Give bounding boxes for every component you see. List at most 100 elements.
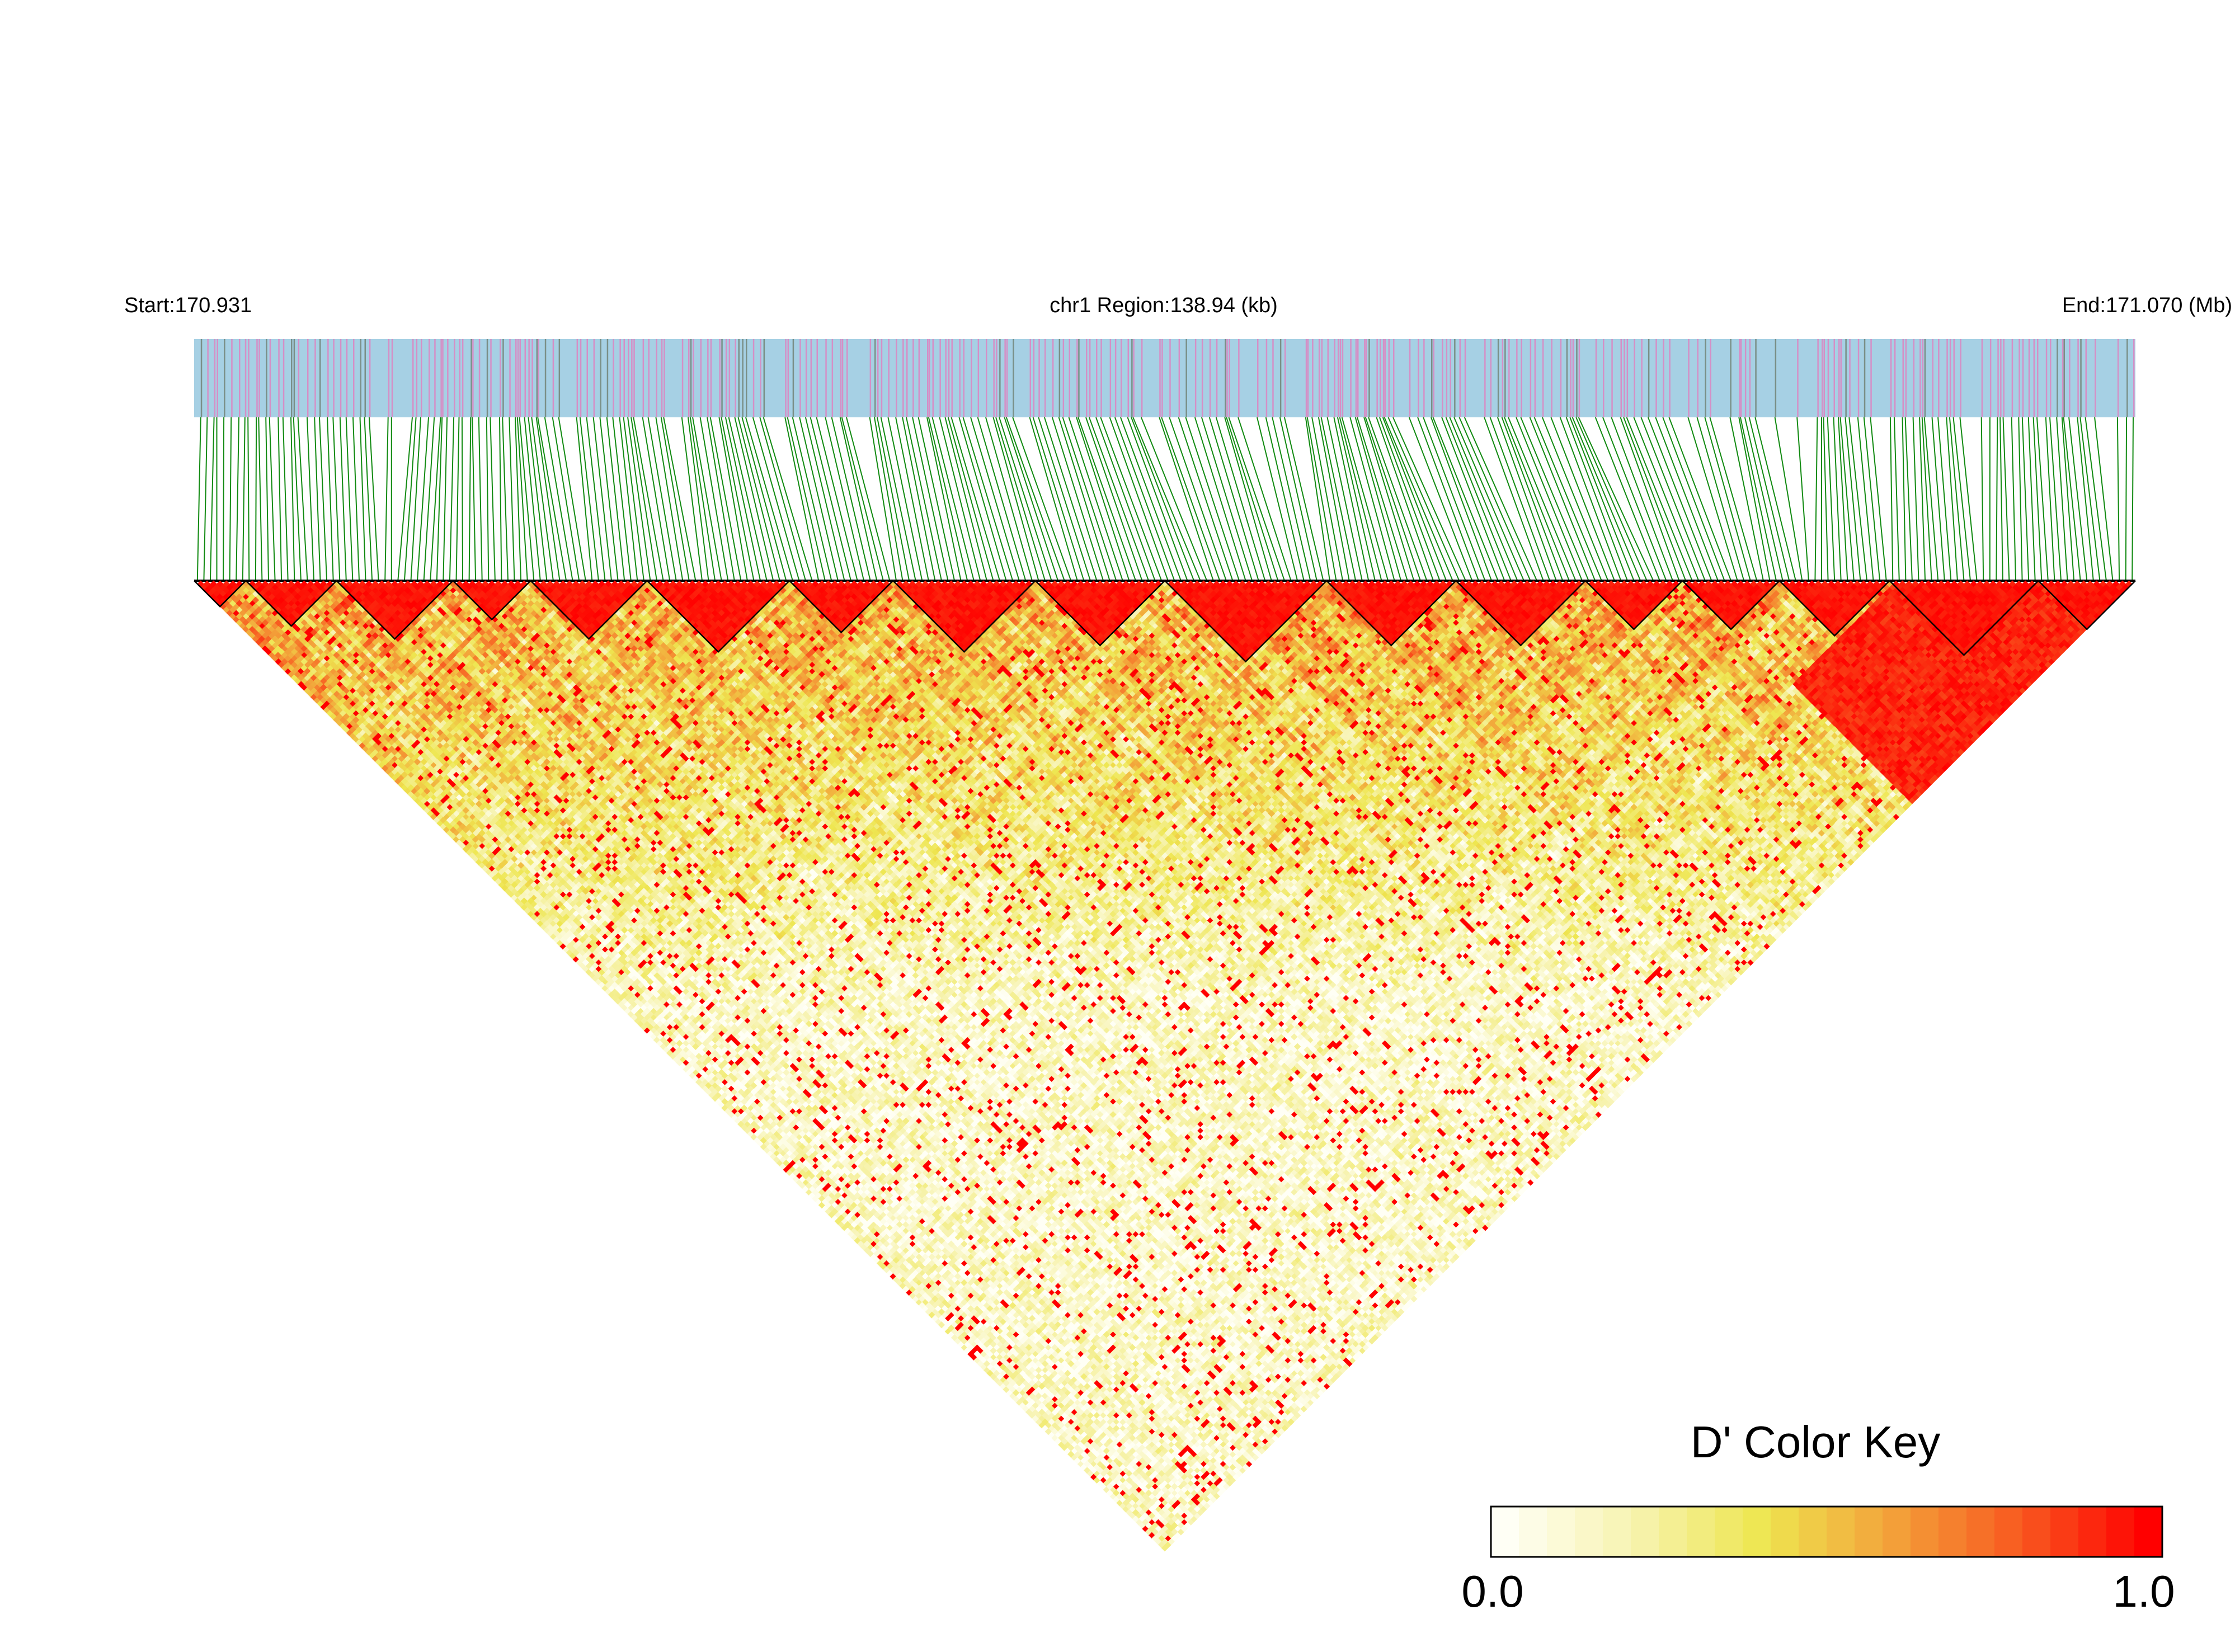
- snp-connector: [461, 417, 463, 581]
- snp-connector: [1349, 417, 1395, 581]
- snp-tick: [1697, 339, 1698, 417]
- snp-tick: [928, 339, 930, 417]
- snp-tick: [825, 339, 827, 417]
- snp-connector: [196, 417, 201, 581]
- snp-tick: [1504, 339, 1506, 417]
- snp-connector: [1520, 417, 1589, 581]
- snp-connector: [2027, 417, 2036, 581]
- snp-connector: [1095, 417, 1156, 581]
- snp-tick: [1033, 339, 1035, 417]
- snp-tick: [291, 339, 293, 417]
- snp-connector: [906, 417, 942, 581]
- snp-tick: [1997, 339, 1999, 417]
- snp-connector: [606, 417, 625, 581]
- snp-connector: [1432, 417, 1499, 581]
- snp-connector: [699, 417, 729, 581]
- snp-connector: [2045, 417, 2055, 581]
- snp-connector: [1226, 417, 1279, 581]
- snp-connector: [1004, 417, 1059, 581]
- snp-connector: [681, 417, 703, 581]
- snp-tick: [1655, 339, 1657, 417]
- snp-tick: [1744, 339, 1747, 417]
- snp-connector: [265, 417, 269, 581]
- snp-connector: [1238, 417, 1292, 581]
- snp-tick: [1578, 339, 1580, 417]
- snp-tick: [799, 339, 801, 417]
- snp-tick: [1318, 339, 1320, 417]
- snp-tick: [2077, 339, 2079, 417]
- snp-tick: [1121, 339, 1122, 417]
- snp-connector: [1739, 417, 1777, 581]
- snp-tick: [792, 339, 794, 417]
- snp-connector: [1441, 417, 1505, 581]
- snp-tick: [2063, 339, 2065, 417]
- snp-connector: [2061, 417, 2075, 581]
- color-key-cell: [1883, 1507, 1911, 1557]
- snp-tick: [2126, 339, 2128, 417]
- snp-tick: [874, 339, 876, 417]
- snp-connector: [633, 417, 664, 581]
- snp-tick: [841, 339, 844, 417]
- snp-tick: [1817, 339, 1819, 417]
- snp-tick: [1845, 339, 1847, 417]
- snp-connector: [1633, 417, 1700, 581]
- color-key-cell: [2134, 1507, 2163, 1557]
- snp-connector: [1341, 417, 1389, 581]
- snp-connector: [1272, 417, 1311, 581]
- snp-connector: [1453, 417, 1524, 581]
- snp-connector: [1575, 417, 1648, 581]
- snp-tick: [576, 339, 578, 417]
- snp-connector: [745, 417, 793, 581]
- snp-tick: [509, 339, 511, 417]
- snp-tick: [2037, 339, 2039, 417]
- snp-connector: [1623, 417, 1687, 581]
- snp-connector: [277, 417, 283, 581]
- snp-tick: [293, 339, 295, 417]
- snp-connector: [1489, 417, 1551, 581]
- snp-tick: [628, 339, 629, 417]
- snp-tick: [593, 339, 595, 417]
- snp-connector: [995, 417, 1046, 581]
- snp-connector: [599, 417, 619, 581]
- snp-connector: [297, 417, 308, 581]
- snp-tick: [648, 339, 650, 417]
- snp-connector: [1257, 417, 1298, 581]
- snp-connector: [1178, 417, 1234, 581]
- snp-connector: [1857, 417, 1874, 581]
- snp-tick: [1620, 339, 1622, 417]
- snp-tick: [1823, 339, 1825, 417]
- snp-connector: [917, 417, 956, 581]
- snp-tick: [623, 339, 625, 417]
- snp-connector: [1185, 417, 1240, 581]
- snp-connector: [345, 417, 354, 581]
- snp-connector: [1005, 417, 1065, 581]
- snp-connector: [1423, 417, 1486, 581]
- color-key-cell: [1799, 1507, 1827, 1557]
- snp-tick: [840, 339, 842, 417]
- snp-tick: [2057, 339, 2058, 417]
- snp-connector: [928, 417, 968, 581]
- snp-connector: [1408, 417, 1473, 581]
- snp-connector: [799, 417, 839, 581]
- snp-tick: [314, 339, 316, 417]
- color-key-cell: [1771, 1507, 1799, 1557]
- snp-connector: [1032, 417, 1085, 581]
- snp-tick: [1938, 339, 1940, 417]
- snp-connector: [1529, 417, 1596, 581]
- snp-tick: [728, 339, 731, 417]
- snp-tick: [1312, 339, 1314, 417]
- snp-connector: [1363, 417, 1415, 581]
- snp-tick: [948, 339, 950, 417]
- snp-connector: [2049, 417, 2062, 581]
- snp-connector: [724, 417, 761, 581]
- snp-tick: [1201, 339, 1203, 417]
- snp-connector: [1949, 417, 1965, 581]
- snp-tick: [1209, 339, 1211, 417]
- snp-connector: [2011, 417, 2016, 581]
- snp-tick: [1497, 339, 1499, 417]
- snp-connector: [1662, 417, 1725, 581]
- snp-tick: [1663, 339, 1664, 417]
- snp-tick: [932, 339, 934, 417]
- snp-connector: [472, 417, 477, 581]
